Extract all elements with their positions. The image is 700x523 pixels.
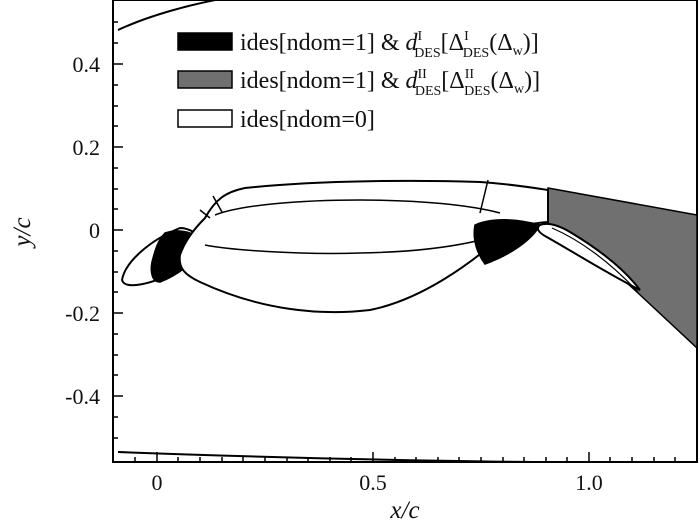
y-axis-label: y/c <box>9 217 36 249</box>
main-element-inner-line <box>214 199 501 216</box>
x-tick-label: 0.5 <box>359 470 387 495</box>
y-tick-labels: 0.4 0.2 0 -0.2 -0.4 <box>65 52 100 409</box>
x-tick-label: 1.0 <box>575 470 603 495</box>
y-tick-label: -0.4 <box>65 384 100 409</box>
legend-swatch-gray <box>177 70 233 89</box>
x-tick-label: 0 <box>152 470 163 495</box>
legend-entry-2: ides[ndom=1] & dII DES[ΔII DES(Δw)] <box>240 67 540 99</box>
outer-boundary-bottom <box>117 451 561 463</box>
y-tick-label: 0 <box>89 218 100 243</box>
flap-inner-line <box>551 227 639 293</box>
outer-boundary-top <box>117 0 216 31</box>
wake-region-gray <box>547 187 698 350</box>
legend-swatch-white <box>177 109 233 128</box>
legend: ides[ndom=1] & dI DES[ΔI DES(Δw)] ides[ndo… <box>177 29 540 133</box>
partition-line-1 <box>479 179 489 214</box>
y-tick-label: 0.2 <box>73 135 101 160</box>
legend-swatch-dark <box>177 32 233 51</box>
main-trailing-region-dark <box>473 219 542 265</box>
flap-element <box>536 222 641 291</box>
legend-entry-1: ides[ndom=1] & dI DES[ΔI DES(Δw)] <box>240 29 539 61</box>
partition-line-3 <box>199 209 211 219</box>
y-tick-label: -0.2 <box>65 301 100 326</box>
y-axis-ticks <box>113 21 123 439</box>
partition-line-2 <box>212 195 223 213</box>
legend-entry-3: ides[ndom=0] <box>240 107 375 133</box>
y-tick-label: 0.4 <box>73 52 101 77</box>
x-axis-label: x/c <box>389 497 419 523</box>
x-tick-labels: 0 0.5 1.0 <box>152 470 603 495</box>
main-element-inner-lower-line <box>204 232 506 255</box>
